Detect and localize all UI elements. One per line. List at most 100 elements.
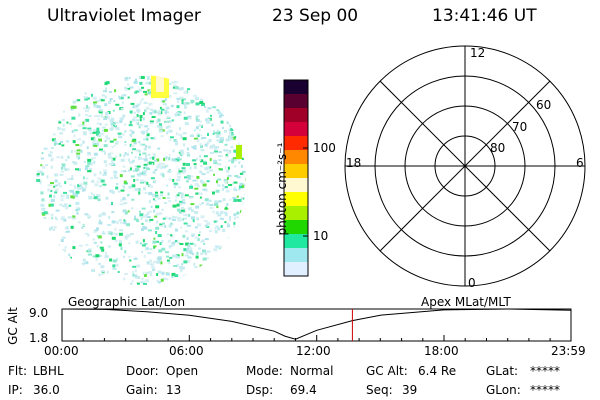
uv-pixel [166,115,170,118]
uv-pixel [155,120,160,124]
uv-pixel [200,137,203,140]
uv-pixel [54,140,57,144]
uv-pixel [238,188,241,191]
uv-pixel [181,195,185,198]
uv-pixel [168,217,171,220]
uv-pixel [114,174,116,178]
uv-pixel [90,137,95,141]
uv-pixel [111,146,114,148]
uv-pixel [76,211,79,215]
uv-pixel [153,209,155,213]
uv-pixel [170,104,174,107]
uv-pixel [129,86,134,89]
uv-pixel [104,95,107,99]
uv-pixel [238,161,241,165]
uv-pixel [127,210,130,213]
uv-pixel [174,199,177,202]
uv-pixel [189,166,192,170]
uv-pixel [112,264,116,268]
uv-pixel [192,179,197,182]
uv-pixel [158,113,162,116]
uv-pixel [119,153,122,157]
uv-pixel [63,110,65,113]
uv-pixel [93,138,96,142]
uv-pixel [119,203,124,206]
uv-pixel [141,244,146,247]
uv-pixel [195,117,198,121]
uv-pixel [169,139,172,142]
uv-pixel [135,119,140,122]
header-time: 13:41:46 UT [432,6,537,26]
uv-pixel [104,123,108,126]
colorbar-band [284,262,308,277]
uv-pixel [146,138,149,141]
uv-pixel [202,183,207,187]
uv-pixel [178,133,183,136]
uv-pixel [143,138,147,141]
uv-pixel [105,163,108,167]
uv-pixel [220,120,224,124]
uv-pixel [84,92,87,95]
colorbar-band [284,192,308,207]
uv-pixel [177,208,181,212]
uv-pixel [50,198,55,202]
uv-pixel [228,131,232,135]
uv-pixel [87,253,92,256]
uv-pixel [201,249,206,251]
uv-pixel [43,199,46,202]
uv-pixel [225,153,228,156]
uv-pixel [82,263,85,266]
uv-pixel [69,177,74,180]
uv-pixel [109,258,113,262]
uv-pixel [124,235,129,239]
uv-pixel [73,134,76,138]
uv-pixel [185,242,190,246]
uv-pixel [162,174,165,178]
uv-pixel [84,167,88,171]
uv-pixel [209,158,212,162]
uv-pixel [77,184,82,188]
uv-pixel [148,219,151,223]
uv-pixel [147,261,150,265]
uv-pixel [199,159,202,161]
uv-pixel [150,177,155,180]
uv-pixel [148,200,151,204]
uv-pixel [172,254,176,258]
timeline-ticks [61,335,572,341]
uv-pixel [162,217,166,220]
uv-pixel [50,159,54,162]
uv-pixel [145,125,148,128]
uv-pixel [220,225,223,228]
uv-pixel [120,107,124,110]
uv-pixel [82,224,85,227]
uv-pixel [66,205,70,209]
uv-pixel [92,255,96,258]
uv-pixel [199,203,203,206]
uv-pixel [94,229,99,232]
uv-pixel [201,104,205,107]
uv-pixel [218,141,223,143]
uv-pixel [99,148,103,151]
uv-pixel [135,105,139,108]
uv-pixel [73,129,78,132]
uv-pixel [101,150,106,153]
uv-pixel [160,225,163,227]
uv-pixel [175,195,178,199]
uv-pixel [131,151,133,154]
uv-pixel [103,144,108,148]
uv-pixel [77,221,81,224]
uv-pixel [153,237,156,240]
uv-pixel [123,219,126,223]
uv-pixel [173,139,177,142]
uv-pixel [241,197,244,201]
uv-pixel [88,115,92,117]
uv-pixel [184,176,187,179]
uv-pixel [168,83,172,85]
uv-pixel [115,121,119,124]
uv-pixel [169,136,174,139]
uv-pixel [181,253,184,257]
uv-pixel [111,126,114,129]
uv-pixel [198,124,203,127]
uv-pixel [204,143,208,147]
uv-pixel [206,121,211,124]
